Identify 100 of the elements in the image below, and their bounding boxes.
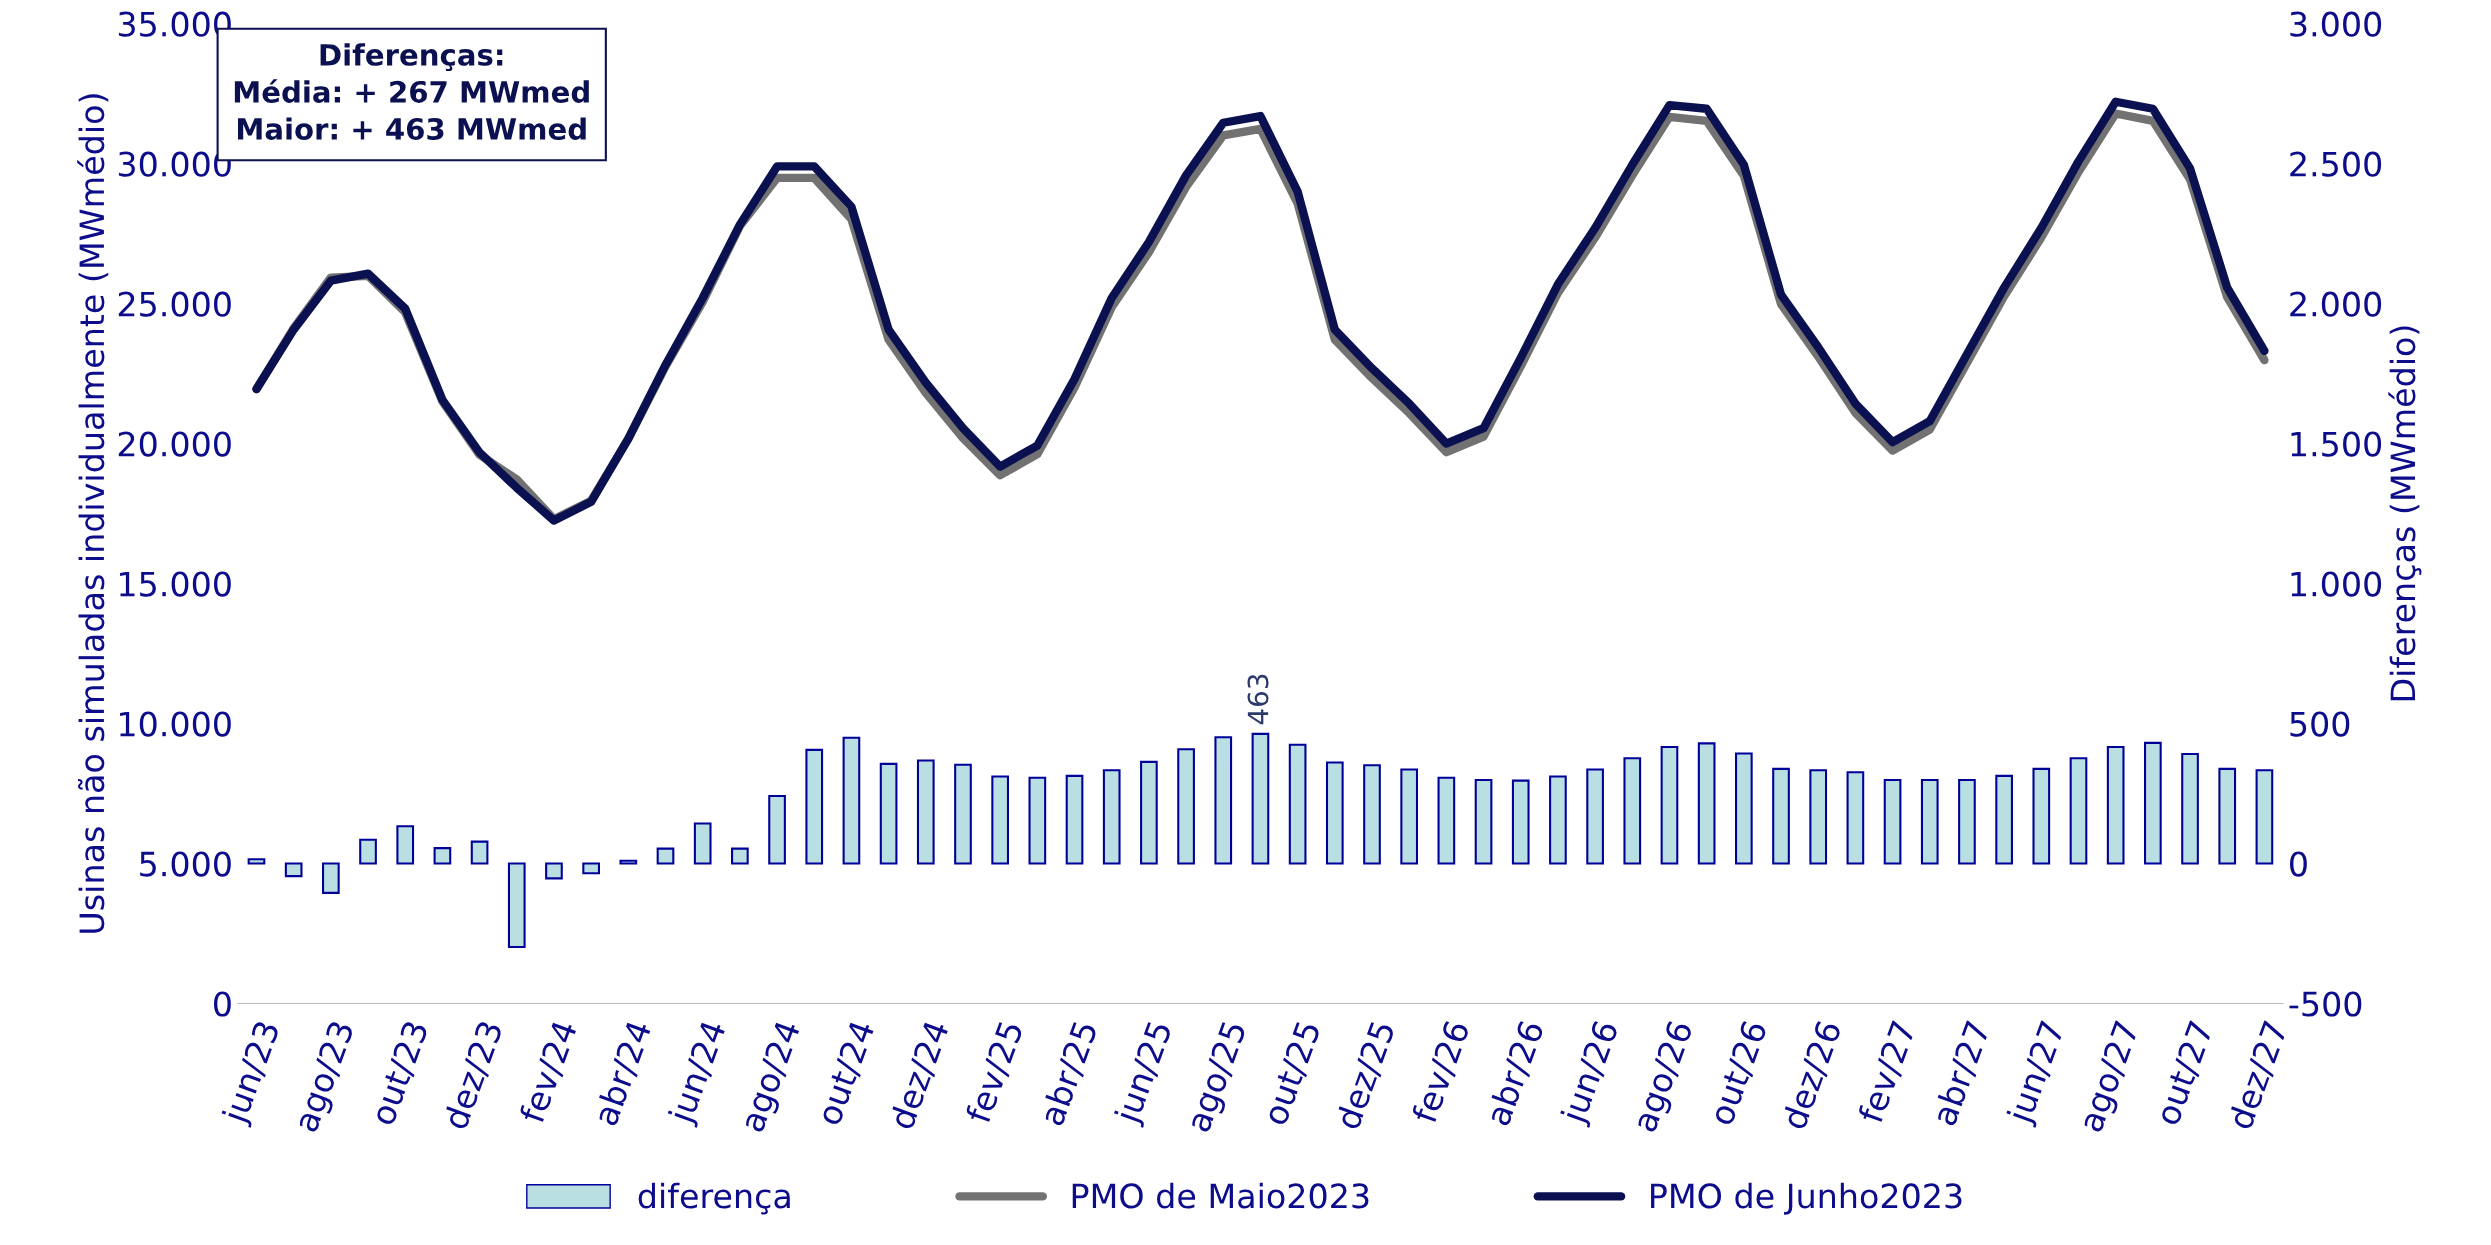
x-tick-label: jun/27 <box>2005 1020 2071 1128</box>
bar <box>656 847 675 865</box>
bar <box>470 840 489 865</box>
bar <box>954 763 972 865</box>
bar <box>2032 767 2051 865</box>
x-tick-label: fev/26 <box>1410 1019 1473 1126</box>
bar <box>2181 753 2199 865</box>
bar <box>247 858 266 865</box>
x-tick-label: out/24 <box>815 1019 878 1128</box>
bar <box>916 759 935 865</box>
x-tick-label: dez/26 <box>1780 1019 1845 1132</box>
bar <box>768 794 786 865</box>
x-tick-label: dez/24 <box>887 1019 952 1132</box>
bar <box>284 862 303 878</box>
bar <box>1251 732 1270 865</box>
data-label: 463 <box>1247 674 1269 725</box>
x-tick-label: ago/27 <box>2077 1020 2146 1136</box>
bar <box>1177 748 1195 865</box>
bar <box>991 775 1010 865</box>
x-tick-label: abr/26 <box>1484 1019 1547 1128</box>
legend-label: PMO de Maio2023 <box>1072 1182 1369 1209</box>
y-tick-label: 5.000 <box>140 851 231 877</box>
bar <box>582 862 600 875</box>
legend-label: diferença <box>638 1182 790 1215</box>
bar <box>1363 764 1381 865</box>
x-tick-label: abr/25 <box>1037 1020 1101 1128</box>
y2-axis-title: Diferenças (MWmédio) <box>2388 326 2422 701</box>
bar <box>1995 774 2013 865</box>
y-tick-label: 0 <box>214 991 231 1017</box>
bar <box>1474 779 1493 865</box>
bar <box>1325 761 1344 865</box>
bar <box>1437 776 1456 865</box>
bar <box>1772 767 1790 865</box>
bar <box>1511 779 1530 865</box>
bar <box>2069 757 2088 865</box>
bar <box>1846 771 1865 865</box>
bar <box>1400 768 1419 865</box>
x-tick-label: fev/24 <box>518 1019 581 1126</box>
y2-tick-label: 1.000 <box>2291 571 2382 597</box>
bar <box>433 847 452 865</box>
bar <box>1883 779 1902 865</box>
bar <box>805 748 824 865</box>
bar <box>879 762 898 865</box>
bar <box>1028 776 1047 865</box>
y2-tick-label: 500 <box>2290 711 2350 737</box>
y-axis-title: Usinas não simuladas individualmente (MWmédio) <box>77 94 109 933</box>
legend-label: PMO de Junho2023 <box>1651 1182 1962 1215</box>
bar <box>1734 752 1753 865</box>
bar <box>359 838 377 865</box>
x-tick-label: out/26 <box>1708 1019 1770 1128</box>
x-tick-label: jun/23 <box>220 1019 286 1128</box>
bar <box>2106 746 2125 865</box>
bar <box>2218 767 2237 865</box>
bar <box>1288 743 1307 865</box>
bar <box>1660 746 1679 865</box>
bar <box>693 822 712 865</box>
y2-tick-label: 0 <box>2290 851 2307 877</box>
bar <box>396 825 415 865</box>
bar <box>1586 768 1604 865</box>
y2-tick-label: -500 <box>2289 991 2362 1017</box>
y-tick-label: 25.000 <box>118 291 231 317</box>
x-tick-label: dez/23 <box>441 1019 506 1132</box>
annotation: Diferenças: Média: + 267 MWmed Maior: + 463 MWmed <box>234 43 589 141</box>
x-tick-label: ago/26 <box>1631 1019 1700 1136</box>
bar <box>1697 742 1716 865</box>
x-tick-label: out/23 <box>369 1020 432 1128</box>
bar <box>1623 757 1642 865</box>
x-tick-label: dez/27 <box>2226 1020 2291 1132</box>
bar <box>507 862 526 948</box>
y2-tick-label: 2.500 <box>2290 151 2382 177</box>
bar <box>2144 741 2162 865</box>
x-tick-label: dez/25 <box>1334 1020 1398 1132</box>
bar <box>1920 779 1939 865</box>
x-tick-label: out/25 <box>1261 1020 1324 1128</box>
x-tick-label: out/27 <box>2154 1020 2216 1128</box>
bar <box>545 862 563 880</box>
y2-tick-label: 3.000 <box>2290 11 2382 37</box>
y2-tick-label: 1.500 <box>2291 431 2382 457</box>
bar <box>1214 736 1233 865</box>
y2-tick-label: 2.000 <box>2290 291 2382 317</box>
x-tick-label: abr/27 <box>1930 1020 1993 1128</box>
y-tick-label: 15.000 <box>120 571 231 597</box>
bar <box>842 736 861 865</box>
y-tick-label: 20.000 <box>118 431 231 457</box>
bar <box>1140 760 1158 865</box>
bar <box>2255 769 2274 865</box>
bar <box>1065 774 1084 865</box>
x-tick-label: ago/23 <box>292 1020 361 1136</box>
bar <box>1958 779 1976 865</box>
bar <box>1809 769 1828 865</box>
bar <box>1549 775 1567 865</box>
y-tick-label: 10.000 <box>120 711 231 737</box>
bar <box>731 847 749 865</box>
x-tick-label: ago/24 <box>738 1019 807 1136</box>
x-tick-label: fev/27 <box>1856 1020 1919 1126</box>
x-tick-label: jun/25 <box>1112 1020 1179 1128</box>
x-tick-label: ago/25 <box>1184 1020 1253 1136</box>
bar <box>619 859 638 865</box>
x-tick-label: abr/24 <box>591 1019 655 1128</box>
x-tick-label: fev/25 <box>964 1020 1026 1126</box>
